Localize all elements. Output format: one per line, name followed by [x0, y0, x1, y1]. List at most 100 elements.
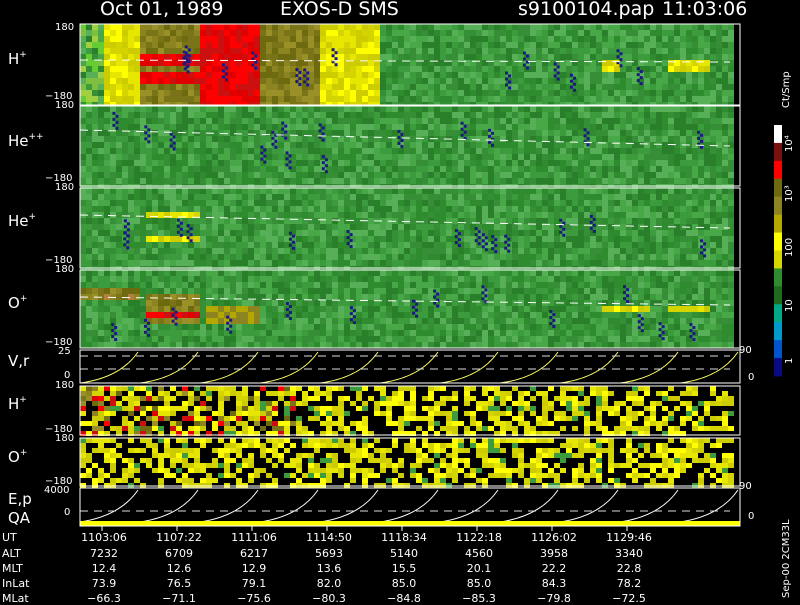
heat-cell: [344, 54, 350, 60]
heat-cell: [296, 166, 302, 172]
heat-cell: [548, 136, 554, 142]
heat-cell: [458, 266, 464, 272]
heat-cell: [632, 84, 638, 90]
heat-cell: [386, 136, 392, 142]
heat-cell: [542, 160, 548, 166]
heat-cell: [182, 136, 188, 142]
heat-cell: [398, 66, 404, 72]
heat-cell: [230, 200, 236, 206]
heat-cell: [320, 78, 326, 84]
heat-cell: [338, 48, 344, 54]
heat-cell: [242, 184, 248, 190]
heat-cell: [176, 172, 182, 178]
heat-cell: [500, 90, 506, 96]
heat-cell: [398, 184, 404, 190]
heat-cell: [560, 224, 566, 230]
heat-cell: [290, 112, 296, 118]
heat-cell: [146, 142, 152, 148]
heat-cell: [542, 266, 548, 272]
heat-cell: [152, 288, 158, 294]
heat-cell: [104, 166, 110, 172]
heat-cell: [278, 206, 284, 212]
heat-cell: [326, 218, 332, 224]
heat-cell: [200, 106, 206, 112]
heat-cell: [254, 78, 260, 84]
heat-cell: [254, 242, 260, 248]
heat-cell: [464, 112, 470, 118]
heat-cell: [482, 160, 488, 166]
heat-cell: [206, 124, 212, 130]
heat-cell: [422, 96, 428, 102]
heat-cell: [644, 248, 650, 254]
heat-cell: [500, 118, 506, 124]
heat-cell: [530, 36, 536, 42]
heat-cell: [200, 188, 206, 194]
heat-cell: [572, 48, 578, 54]
heat-cell: [188, 288, 194, 294]
heat-cell: [608, 84, 614, 90]
heat-cell: [494, 224, 500, 230]
heat-cell: [620, 96, 626, 102]
heat-cell: [452, 212, 458, 218]
heat-cell: [692, 270, 698, 276]
heat-cell: [434, 54, 440, 60]
heat-cell: [638, 160, 644, 166]
heat-cell: [152, 72, 158, 78]
heat-cell: [698, 130, 704, 136]
heat-cell: [716, 276, 722, 282]
heat-cell: [158, 106, 164, 112]
heat-cell: [500, 184, 506, 190]
heat-cell: [110, 254, 116, 260]
heat-cell: [392, 112, 398, 118]
heat-cell: [146, 172, 152, 178]
heat-cell: [404, 194, 410, 200]
heat-cell: [80, 194, 86, 200]
heat-cell: [590, 276, 596, 282]
heat-cell: [482, 106, 488, 112]
heat-cell: [578, 212, 584, 218]
heat-cell: [626, 130, 632, 136]
heat-cell: [728, 148, 734, 154]
heat-cell: [488, 206, 494, 212]
heat-cell: [176, 266, 182, 272]
heat-cell: [470, 78, 476, 84]
heat-cell: [308, 266, 314, 272]
heat-cell: [560, 200, 566, 206]
heat-cell: [116, 224, 122, 230]
heat-cell: [248, 66, 254, 72]
heat-cell: [134, 184, 140, 190]
heat-cell: [254, 200, 260, 206]
heat-cell: [98, 188, 104, 194]
heat-cell: [542, 72, 548, 78]
heat-cell: [200, 154, 206, 160]
heat-cell: [668, 112, 674, 118]
heat-cell: [548, 36, 554, 42]
heat-cell: [230, 118, 236, 124]
heat-cell: [530, 254, 536, 260]
heat-cell: [722, 142, 728, 148]
heat-cell: [152, 206, 158, 212]
heat-cell: [710, 154, 716, 160]
heat-cell: [500, 48, 506, 54]
heat-cell: [494, 36, 500, 42]
heat-cell: [200, 78, 206, 84]
heat-cell: [374, 54, 380, 60]
heat-cell: [122, 84, 128, 90]
heat-cell: [248, 224, 254, 230]
heat-cell: [206, 36, 212, 42]
heat-cell: [164, 218, 170, 224]
heat-cell: [368, 60, 374, 66]
heat-cell: [278, 106, 284, 112]
heat-cell: [194, 24, 200, 30]
heat-cell: [650, 78, 656, 84]
heat-cell: [500, 288, 506, 294]
heat-cell: [392, 130, 398, 136]
heat-cell: [386, 112, 392, 118]
heat-cell: [296, 188, 302, 194]
heat-cell: [674, 276, 680, 282]
heat-cell: [656, 130, 662, 136]
heat-cell: [446, 242, 452, 248]
heat-cell: [722, 282, 728, 288]
heat-cell: [80, 260, 86, 266]
heat-cell: [644, 254, 650, 260]
